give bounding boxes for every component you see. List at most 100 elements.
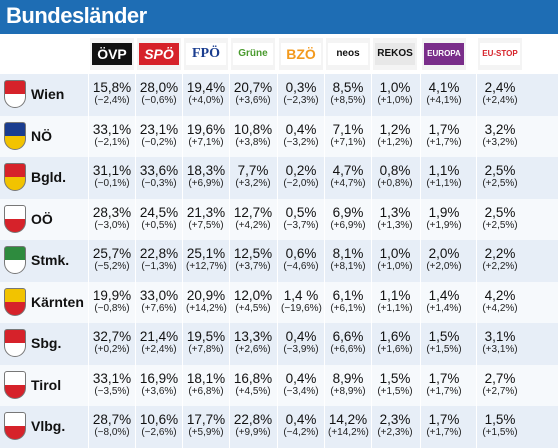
result-cell: 25,7% (−5,2%) bbox=[92, 246, 132, 273]
vote-share: 2,0% bbox=[428, 246, 460, 261]
vote-share: 4,2% bbox=[484, 287, 516, 303]
vote-change: (+8,1%) bbox=[330, 261, 366, 272]
vote-change: (+7,1%) bbox=[188, 136, 224, 148]
result-cell: 15,8% (−2,4%) bbox=[92, 80, 132, 107]
vote-change: (−0,8%) bbox=[94, 302, 130, 314]
vote-share: 1,6% bbox=[379, 329, 411, 344]
state-crest-icon bbox=[4, 246, 26, 274]
result-cell: 4,1% (+4,1%) bbox=[424, 80, 464, 107]
result-cell: 33,1% (−2,1%) bbox=[92, 122, 132, 149]
vote-change: (+3,1%) bbox=[482, 344, 518, 355]
vote-share: 8,1% bbox=[332, 246, 364, 261]
vote-share: 1,9% bbox=[428, 204, 460, 220]
vote-share: 10,6% bbox=[139, 412, 179, 427]
state-name: Sbg. bbox=[31, 335, 62, 351]
vote-change: (−4,2%) bbox=[283, 427, 319, 438]
result-cell: 2,3% (+2,3%) bbox=[375, 412, 415, 439]
result-cell: 22,8% (−1,3%) bbox=[139, 246, 179, 273]
result-cell: 0,8% (+0,8%) bbox=[375, 163, 415, 190]
state-name: Wien bbox=[31, 86, 65, 102]
vote-change: (+1,9%) bbox=[426, 219, 462, 231]
vote-change: (+7,6%) bbox=[141, 302, 177, 314]
result-cell: 13,3% (+2,6%) bbox=[233, 329, 273, 356]
result-cell: 1,7% (+1,7%) bbox=[424, 412, 464, 439]
result-cell: 1,1% (+1,1%) bbox=[375, 288, 415, 315]
result-cell: 4,7% (+4,7%) bbox=[328, 163, 368, 190]
vote-change: (+4,5%) bbox=[235, 385, 271, 397]
result-cell: 32,7% (+0,2%) bbox=[92, 329, 132, 356]
state-name: OÖ bbox=[31, 210, 53, 227]
vote-share: 19,6% bbox=[186, 121, 226, 137]
vote-share: 6,6% bbox=[332, 329, 364, 344]
result-cell: 0,5% (−3,7%) bbox=[281, 205, 321, 232]
vote-change: (+4,2%) bbox=[235, 219, 271, 231]
result-cell: 6,1% (+6,1%) bbox=[328, 288, 368, 315]
vote-change: (+6,8%) bbox=[188, 385, 224, 397]
result-cell: 4,2% (+4,2%) bbox=[480, 288, 520, 315]
result-cell: 8,9% (+8,9%) bbox=[328, 371, 368, 398]
vote-share: 16,9% bbox=[139, 370, 179, 386]
vote-share: 1,0% bbox=[379, 246, 411, 261]
vote-change: (−2,4%) bbox=[94, 95, 130, 106]
vote-share: 16,8% bbox=[233, 370, 273, 386]
table-row bbox=[0, 115, 558, 158]
state-crest-icon bbox=[4, 370, 26, 399]
result-cell: 8,5% (+8,5%) bbox=[328, 80, 368, 107]
vote-change: (+1,0%) bbox=[377, 95, 413, 106]
result-cell: 1,1% (+1,1%) bbox=[424, 163, 464, 190]
vote-change: (+4,2%) bbox=[482, 302, 518, 314]
table-row bbox=[0, 74, 558, 116]
vote-change: (+1,7%) bbox=[426, 136, 462, 148]
state-name: Tirol bbox=[31, 376, 62, 393]
column-divider bbox=[324, 38, 325, 448]
vote-change: (−0,6%) bbox=[141, 95, 177, 106]
result-cell: 17,7% (+5,9%) bbox=[186, 412, 226, 439]
result-cell: 1,4 % (−19,6%) bbox=[281, 288, 322, 315]
result-cell: 0,4% (−4,2%) bbox=[281, 412, 321, 439]
vote-share: 28,3% bbox=[92, 204, 132, 220]
result-cell: 8,1% (+8,1%) bbox=[328, 246, 368, 273]
party-logo-label: EU-STOP bbox=[480, 43, 520, 65]
party-logo-label: Grüne bbox=[233, 43, 273, 65]
result-cell: 2,0% (+2,0%) bbox=[424, 246, 464, 273]
state-crest-icon bbox=[4, 121, 26, 150]
header-bar: Bundesländer bbox=[0, 0, 558, 34]
vote-share: 4,7% bbox=[332, 163, 364, 178]
vote-change: (−4,6%) bbox=[283, 261, 319, 272]
vote-share: 0,4% bbox=[285, 412, 317, 427]
vote-share: 22,8% bbox=[233, 412, 273, 427]
result-cell: 0,4% (−3,4%) bbox=[281, 371, 321, 398]
vote-change: (+4,7%) bbox=[330, 178, 366, 189]
party-logo-fpoe: FPÖ bbox=[184, 38, 228, 70]
table-row bbox=[0, 240, 558, 282]
vote-change: (−8,0%) bbox=[94, 427, 130, 438]
page-title: Bundesländer bbox=[6, 3, 147, 28]
vote-share: 0,8% bbox=[379, 163, 411, 178]
vote-change: (+3,6%) bbox=[141, 385, 177, 397]
vote-share: 1,7% bbox=[428, 412, 460, 427]
result-cell: 10,8% (+3,8%) bbox=[233, 122, 273, 149]
result-cell: 1,9% (+1,9%) bbox=[424, 205, 464, 232]
result-cell: 1,3% (+1,3%) bbox=[375, 205, 415, 232]
column-divider bbox=[88, 38, 89, 448]
vote-share: 25,7% bbox=[92, 246, 132, 261]
result-cell: 19,5% (+7,8%) bbox=[186, 329, 226, 356]
vote-change: (+1,0%) bbox=[377, 261, 413, 272]
vote-share: 0,4% bbox=[285, 329, 317, 344]
vote-share: 8,5% bbox=[332, 80, 364, 95]
vote-change: (+1,1%) bbox=[426, 178, 462, 189]
vote-share: 20,9% bbox=[186, 287, 226, 303]
result-cell: 20,7% (+3,6%) bbox=[233, 80, 273, 107]
vote-share: 0,3% bbox=[285, 80, 317, 95]
vote-share: 12,7% bbox=[233, 204, 273, 220]
result-cell: 6,6% (+6,6%) bbox=[328, 329, 368, 356]
vote-share: 0,5% bbox=[285, 204, 317, 220]
state-crest-icon bbox=[4, 329, 26, 357]
vote-change: (−1,3%) bbox=[141, 261, 177, 272]
party-logo-label: EUROPA bbox=[424, 43, 464, 65]
vote-change: (+1,4%) bbox=[426, 302, 462, 314]
result-cell: 28,7% (−8,0%) bbox=[92, 412, 132, 439]
result-cell: 18,1% (+6,8%) bbox=[186, 371, 226, 398]
vote-change: (+3,8%) bbox=[235, 136, 271, 148]
vote-change: (−0,1%) bbox=[94, 178, 130, 189]
